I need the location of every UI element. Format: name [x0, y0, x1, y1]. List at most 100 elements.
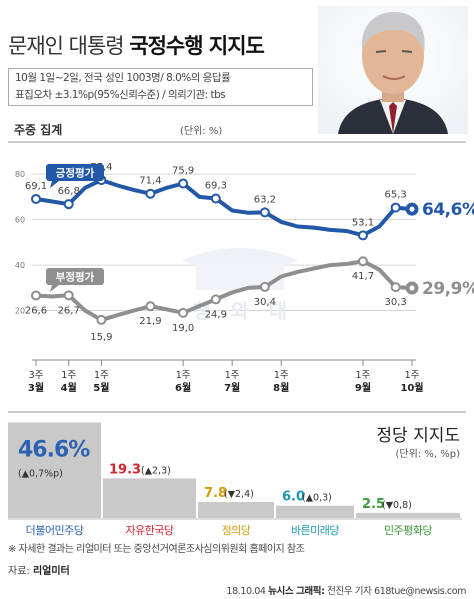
negative-point [259, 281, 270, 292]
positive-series-name: 긍정평가 [56, 167, 95, 180]
x-tick-month: 8월 [273, 382, 289, 394]
x-tick-month: 7월 [224, 382, 240, 394]
y-tick-label: 20 [15, 307, 25, 316]
positive-point [357, 230, 368, 241]
party-value: 19.3 [109, 462, 141, 477]
negative-point [210, 294, 221, 305]
negative-point [145, 301, 156, 312]
footnote: ※ 자세한 결과는 리얼미터 또는 중앙선거여론조사심의위원회 홈페이지 참조 [8, 544, 305, 555]
positive-series: 69,166,877,471,475,969,363,253,165,364,6… [25, 162, 474, 241]
positive-point [259, 207, 270, 218]
positive-point [390, 202, 401, 213]
party-bar [276, 505, 354, 518]
x-tick-week: 1주 [94, 370, 109, 381]
negative-point-center [409, 285, 415, 291]
party-bar [8, 422, 101, 518]
source-name: 리얼미터 [32, 566, 70, 577]
party-bar [356, 512, 460, 518]
positive-value-label: 69,1 [25, 181, 47, 192]
source-prefix: 자료: [8, 566, 33, 577]
trend-chart-title: 주중 집계 [14, 122, 62, 137]
title-part2: 국정수행 지지도 [129, 34, 265, 58]
title-part1: 문재인 대통령 [8, 34, 125, 58]
positive-point-center [409, 206, 415, 212]
party-name: 자유한국당 [125, 524, 173, 537]
negative-value-label: 26,6 [25, 306, 47, 317]
negative-value-label: 19,0 [172, 323, 194, 334]
x-tick-month: 10월 [400, 382, 423, 394]
survey-info-box: 10월 1일~2일, 전국 성인 1003명/ 8.0%의 응답률 표집오차 ±… [8, 68, 313, 106]
negative-series: 26,6 26,7 15,9 21,9 19,0 24,9 30,4 41,7 30,3 29,9… [25, 256, 474, 343]
negative-value-label: 15,9 [90, 332, 112, 343]
party-change: (▼2,4) [224, 489, 254, 500]
positive-point [63, 199, 74, 210]
x-tick-month: 4월 [61, 382, 77, 394]
x-tick-week: 1주 [225, 370, 240, 381]
source-line: 자료: 리얼미터 [8, 562, 70, 577]
credit-author: 전진우 기자 618tue@newsis.com [327, 586, 466, 597]
x-tick-week: 1주 [61, 370, 76, 381]
x-tick-month: 6월 [175, 382, 191, 394]
president-photo [318, 6, 468, 134]
survey-info-line1: 10월 1일~2일, 전국 성인 1003명/ 8.0%의 응답률 [15, 72, 231, 84]
party-name: 바른미래당 [291, 524, 339, 537]
party-value: 7.8 [204, 486, 227, 501]
survey-info-line2: 표집오차 ±3.1%p(95%신뢰수준) / 의뢰기관: tbs [15, 89, 226, 101]
party-change: (▲2,3) [141, 465, 171, 476]
y-tick-label: 40 [15, 261, 25, 270]
party-change: (▲0,7%p) [18, 468, 63, 479]
party-chart-unit: (단위: %, %p) [396, 447, 461, 460]
credit-date: 18.10.04 [226, 586, 266, 597]
x-tick-month: 5월 [93, 382, 109, 394]
negative-value-label: 41,7 [352, 271, 374, 282]
negative-value-label: 26,7 [58, 305, 80, 316]
negative-point [31, 290, 41, 301]
watermark-char: 와 [231, 299, 250, 323]
negative-point [357, 256, 368, 267]
party-name: 정의당 [222, 524, 251, 537]
positive-value-label: 66,8 [58, 186, 80, 197]
party-value: 2.5 [362, 497, 385, 512]
negative-series-name: 부정평가 [56, 271, 95, 284]
x-tick-week: 1주 [274, 370, 289, 381]
y-tick-label: 80 [15, 170, 25, 179]
credit-agency: 뉴시스 그래픽: [268, 586, 325, 597]
negative-value-label: 30,4 [254, 297, 276, 308]
negative-tag-bg [46, 268, 104, 285]
negative-value-label: 24,9 [205, 309, 227, 320]
party-support-chart: 정당 지지도 (단위: %, %p) 46.6% (▲0,7%p) 더불어민주당 19… [8, 411, 466, 537]
party-value: 46.6% [18, 437, 90, 462]
negative-value-label: 21,9 [139, 316, 161, 327]
credit-line: 18.10.04 뉴시스 그래픽: 전진우 기자 618tue@newsis.c… [226, 583, 466, 597]
positive-value-label: 53,1 [352, 217, 374, 228]
watermark-building [196, 264, 284, 290]
party-change: (▼0,8) [382, 500, 412, 511]
positive-value-label: 65,3 [385, 190, 407, 201]
x-tick-week: 1주 [356, 370, 371, 381]
positive-point [145, 188, 156, 199]
x-tick-week: 1주 [176, 370, 191, 381]
negative-point [63, 290, 74, 301]
negative-point [178, 307, 189, 318]
x-tick-week: 1주 [405, 370, 420, 381]
positive-point [31, 193, 41, 204]
negative-value-label: 30,3 [385, 297, 407, 308]
negative-point [390, 282, 401, 293]
x-tick-week: 3주 [29, 370, 44, 381]
party-change: (▲0,3) [302, 493, 332, 504]
positive-tag-bg [46, 164, 104, 181]
y-tick-label: 60 [15, 216, 25, 225]
party-name: 더불어민주당 [26, 524, 84, 537]
positive-tag-pointer [50, 181, 59, 188]
positive-point [210, 193, 221, 204]
x-tick-month: 3월 [28, 382, 44, 394]
positive-latest-label: 64,6% [422, 200, 474, 220]
trend-chart-unit: (단위: %) [180, 124, 222, 137]
positive-value-label: 75,9 [172, 166, 194, 177]
negative-latest-label: 29,9% [422, 279, 474, 299]
party-value: 6.0 [282, 490, 305, 505]
x-tick-month: 9월 [355, 382, 371, 394]
page-title: 문재인 대통령 국정수행 지지도 [8, 30, 265, 60]
